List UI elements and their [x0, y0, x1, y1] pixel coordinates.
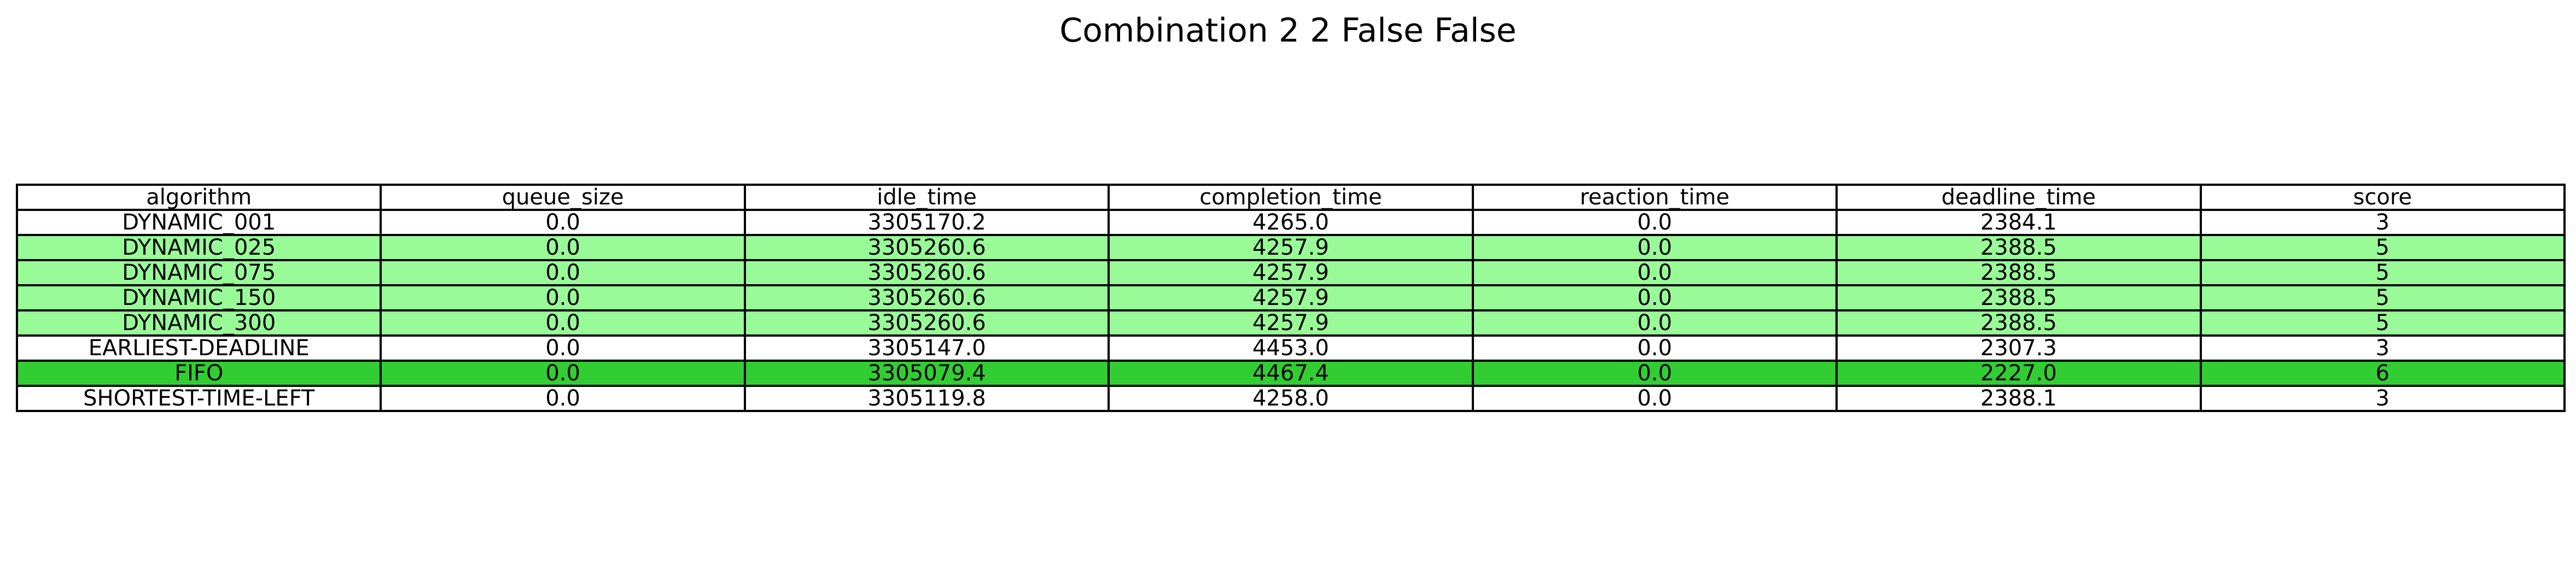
queue-size-cell: 0.0: [380, 309, 746, 337]
column-header-reaction-time: reaction_time: [1471, 184, 1838, 211]
score-cell: 5: [2199, 234, 2566, 261]
reaction-time-cell: 0.0: [1471, 209, 1838, 236]
deadline-time-cell: 2388.5: [1835, 234, 2202, 261]
queue-size-cell: 0.0: [380, 209, 746, 236]
table-row: DYNAMIC_150 0.0 3305260.6 4257.9 0.0 2388.5 5: [15, 284, 2566, 311]
score-cell: 3: [2199, 334, 2566, 362]
completion-time-cell: 4453.0: [1108, 334, 1474, 362]
reaction-time-cell: 0.0: [1471, 385, 1838, 412]
table-row: DYNAMIC_300 0.0 3305260.6 4257.9 0.0 2388.5 5: [15, 309, 2566, 337]
idle-time-cell: 3305260.6: [743, 309, 1110, 337]
idle-time-cell: 3305079.4: [743, 360, 1110, 387]
completion-time-cell: 4257.9: [1108, 284, 1474, 311]
column-header-completion-time: completion_time: [1108, 184, 1474, 211]
table-row: DYNAMIC_025 0.0 3305260.6 4257.9 0.0 2388.5 5: [15, 234, 2566, 261]
completion-time-cell: 4258.0: [1108, 385, 1474, 412]
completion-time-cell: 4467.4: [1108, 360, 1474, 387]
algorithm-cell: DYNAMIC_025: [15, 234, 382, 261]
queue-size-cell: 0.0: [380, 385, 746, 412]
table-row: DYNAMIC_075 0.0 3305260.6 4257.9 0.0 2388.5 5: [15, 259, 2566, 286]
queue-size-cell: 0.0: [380, 284, 746, 311]
reaction-time-cell: 0.0: [1471, 234, 1838, 261]
queue-size-cell: 0.0: [380, 360, 746, 387]
algorithm-cell: FIFO: [15, 360, 382, 387]
table-header-row: algorithm queue_size idle_time completio…: [15, 184, 2566, 211]
score-cell: 5: [2199, 284, 2566, 311]
reaction-time-cell: 0.0: [1471, 334, 1838, 362]
column-header-algorithm: algorithm: [15, 184, 382, 211]
results-table: algorithm queue_size idle_time completio…: [15, 184, 2566, 412]
table-row: EARLIEST-DEADLINE 0.0 3305147.0 4453.0 0.0 23…: [15, 334, 2566, 362]
reaction-time-cell: 0.0: [1471, 284, 1838, 311]
idle-time-cell: 3305119.8: [743, 385, 1110, 412]
completion-time-cell: 4257.9: [1108, 309, 1474, 337]
column-header-deadline-time: deadline_time: [1835, 184, 2202, 211]
score-cell: 5: [2199, 259, 2566, 286]
deadline-time-cell: 2388.5: [1835, 259, 2202, 286]
queue-size-cell: 0.0: [380, 259, 746, 286]
reaction-time-cell: 0.0: [1471, 259, 1838, 286]
idle-time-cell: 3305260.6: [743, 284, 1110, 311]
reaction-time-cell: 0.0: [1471, 360, 1838, 387]
algorithm-cell: DYNAMIC_300: [15, 309, 382, 337]
queue-size-cell: 0.0: [380, 334, 746, 362]
deadline-time-cell: 2388.1: [1835, 385, 2202, 412]
table-body: DYNAMIC_001 0.0 3305170.2 4265.0 0.0 2384.1 3 D…: [15, 209, 2566, 412]
idle-time-cell: 3305260.6: [743, 234, 1110, 261]
idle-time-cell: 3305170.2: [743, 209, 1110, 236]
algorithm-cell: DYNAMIC_150: [15, 284, 382, 311]
queue-size-cell: 0.0: [380, 234, 746, 261]
deadline-time-cell: 2384.1: [1835, 209, 2202, 236]
table-row: SHORTEST-TIME-LEFT 0.0 3305119.8 4258.0 0.0 2…: [15, 385, 2566, 412]
deadline-time-cell: 2227.0: [1835, 360, 2202, 387]
algorithm-cell: SHORTEST-TIME-LEFT: [15, 385, 382, 412]
column-header-idle-time: idle_time: [743, 184, 1110, 211]
algorithm-cell: DYNAMIC_001: [15, 209, 382, 236]
idle-time-cell: 3305260.6: [743, 259, 1110, 286]
idle-time-cell: 3305147.0: [743, 334, 1110, 362]
algorithm-cell: DYNAMIC_075: [15, 259, 382, 286]
score-cell: 5: [2199, 309, 2566, 337]
column-header-queue-size: queue_size: [380, 184, 746, 211]
score-cell: 3: [2199, 209, 2566, 236]
algorithm-cell: EARLIEST-DEADLINE: [15, 334, 382, 362]
score-cell: 3: [2199, 385, 2566, 412]
deadline-time-cell: 2307.3: [1835, 334, 2202, 362]
table-row: DYNAMIC_001 0.0 3305170.2 4265.0 0.0 2384.1 3: [15, 209, 2566, 236]
reaction-time-cell: 0.0: [1471, 309, 1838, 337]
column-header-score: score: [2199, 184, 2566, 211]
completion-time-cell: 4257.9: [1108, 259, 1474, 286]
chart-title: Combination 2 2 False False: [1059, 11, 1517, 50]
table-row: FIFO 0.0 3305079.4 4467.4 0.0 2227.0 6: [15, 360, 2566, 387]
deadline-time-cell: 2388.5: [1835, 309, 2202, 337]
deadline-time-cell: 2388.5: [1835, 284, 2202, 311]
completion-time-cell: 4265.0: [1108, 209, 1474, 236]
completion-time-cell: 4257.9: [1108, 234, 1474, 261]
score-cell: 6: [2199, 360, 2566, 387]
